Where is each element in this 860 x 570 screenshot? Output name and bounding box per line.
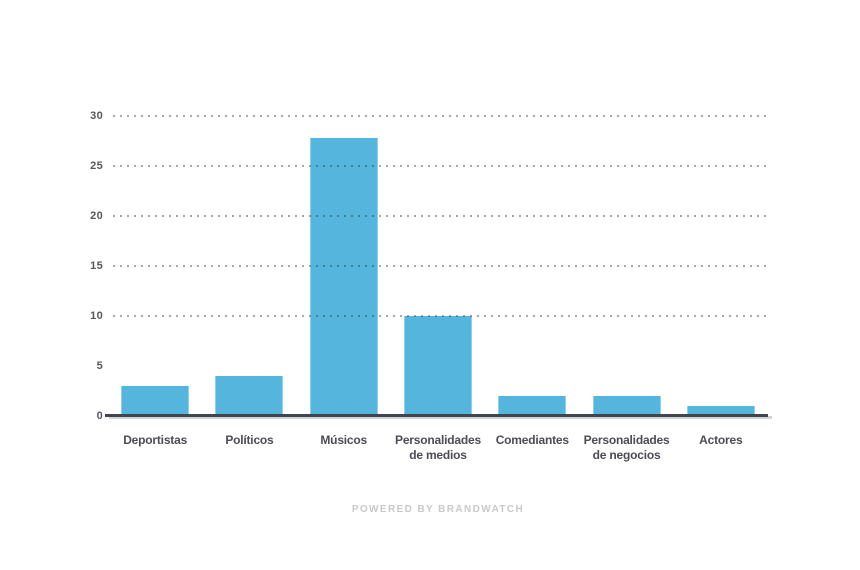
x-label-1: Deportistas [123, 433, 188, 447]
x-label-5: Comediantes [495, 433, 569, 447]
y-tick-label-20: 20 [90, 210, 103, 222]
bar-column [485, 116, 579, 416]
bar-1[interactable] [121, 386, 190, 416]
plot-area [108, 115, 768, 416]
bar-column [108, 116, 202, 416]
y-tick-label-15: 15 [90, 260, 103, 272]
y-tick-label-5: 5 [96, 360, 103, 372]
bar-column [579, 116, 673, 416]
powered-by-brandwatch-label: POWERED BY BRANDWATCH [351, 504, 525, 515]
x-axis-category-labels: Deportistas Políticos Músicos Personalidade… [108, 433, 768, 463]
bar-column [297, 116, 391, 416]
bar-6[interactable] [592, 396, 661, 416]
x-label-2: Políticos [225, 433, 274, 447]
y-axis-tick-labels: 0 5 10 15 20 25 30 [0, 0, 103, 570]
y-tick-label-30: 30 [90, 110, 103, 122]
bars-container [108, 116, 768, 416]
y-tick-label-10: 10 [90, 310, 103, 322]
bar-column [674, 116, 768, 416]
x-label-4: Personalidades de medios [395, 433, 481, 462]
bar-2[interactable] [215, 376, 284, 416]
bar-5[interactable] [498, 396, 567, 416]
bar-4[interactable] [403, 316, 472, 416]
bar-7[interactable] [686, 406, 755, 416]
bar-3[interactable] [309, 138, 378, 416]
y-tick-label-25: 25 [90, 160, 103, 172]
x-label-7: Actores [699, 433, 743, 447]
y-tick-label-0: 0 [96, 410, 103, 422]
bar-column [202, 116, 296, 416]
x-label-6: Personalidades de negocios [583, 433, 670, 462]
x-axis-line [105, 414, 768, 417]
x-label-3: Músicos [320, 433, 368, 447]
bar-column [391, 116, 485, 416]
